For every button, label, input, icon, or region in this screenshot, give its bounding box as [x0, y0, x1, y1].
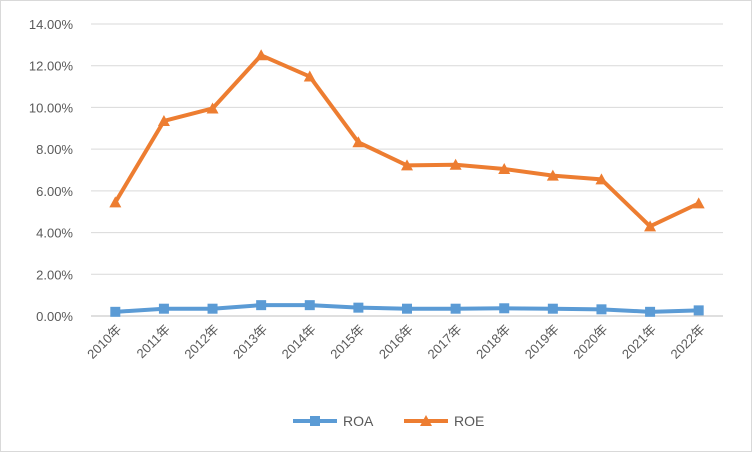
x-tick-label: 2016年 — [376, 322, 416, 362]
data-point-roa — [110, 306, 121, 317]
y-tick-label: 14.00% — [29, 17, 74, 32]
x-tick-label: 2022年 — [668, 322, 708, 362]
gridlines — [91, 23, 723, 275]
y-tick-label: 8.00% — [36, 142, 73, 157]
y-tick-label: 0.00% — [36, 309, 73, 324]
data-point-roa — [693, 305, 704, 316]
legend-label: ROA — [343, 413, 374, 429]
x-tick-label: 2011年 — [133, 322, 173, 362]
x-tick-label: 2017年 — [424, 322, 464, 362]
y-tick-label: 12.00% — [29, 59, 74, 74]
y-tick-label: 6.00% — [36, 184, 73, 199]
x-tick-label: 2015年 — [327, 322, 367, 362]
legend-item-roa[interactable]: ROA — [293, 413, 374, 429]
data-point-roa — [596, 304, 607, 315]
data-point-roe — [401, 159, 413, 171]
x-tick-label: 2019年 — [522, 322, 562, 362]
x-tick-label: 2018年 — [473, 322, 513, 362]
y-tick-label: 10.00% — [29, 100, 74, 115]
x-axis: 2010年 2011年 2012年 2013年 2014年 2015年 2016年 2017年… — [84, 315, 723, 362]
data-point-roa — [353, 302, 364, 313]
data-point-roa — [450, 303, 461, 314]
data-point-roe — [692, 197, 705, 209]
legend: ROA ROE — [293, 413, 484, 429]
data-point-roa — [207, 303, 218, 314]
data-point-roa — [304, 300, 315, 311]
data-point-roe — [109, 196, 122, 208]
series-line-roe — [113, 53, 701, 229]
data-point-roa — [547, 303, 558, 314]
x-tick-label: 2014年 — [279, 322, 319, 362]
data-point-roe — [595, 173, 608, 185]
data-point-roe — [206, 102, 219, 114]
legend-marker — [420, 415, 432, 426]
data-point-roe — [352, 136, 365, 148]
y-tick-label: 2.00% — [36, 267, 73, 282]
data-point-roa — [499, 303, 510, 314]
series-roa — [110, 300, 704, 317]
legend-item-roe[interactable]: ROE — [404, 413, 484, 429]
data-point-roa — [645, 306, 656, 317]
data-point-roa — [402, 303, 412, 314]
legend-label: ROE — [454, 413, 484, 429]
x-tick-label: 2012年 — [181, 322, 221, 362]
series — [109, 49, 705, 317]
data-point-roe — [303, 70, 316, 82]
data-point-roe — [546, 169, 559, 181]
legend-marker — [310, 416, 320, 426]
y-axis: 0.00% 2.00% 4.00% 6.00% 8.00% 10.00% 12.00% 14.… — [29, 17, 74, 324]
series-roe — [109, 49, 705, 232]
y-tick-label: 4.00% — [36, 226, 73, 241]
x-tick-label: 2013年 — [230, 322, 270, 362]
x-tick-label: 2021年 — [619, 322, 659, 362]
x-tick-label: 2020年 — [570, 322, 610, 362]
data-point-roe — [157, 114, 170, 126]
data-point-roe — [449, 158, 462, 170]
data-point-roe — [255, 49, 268, 61]
data-point-roa — [158, 303, 169, 314]
x-tick-label: 2010年 — [84, 322, 124, 362]
data-point-roa — [256, 300, 267, 311]
data-point-roe — [498, 162, 511, 174]
data-point-roe — [644, 220, 657, 232]
